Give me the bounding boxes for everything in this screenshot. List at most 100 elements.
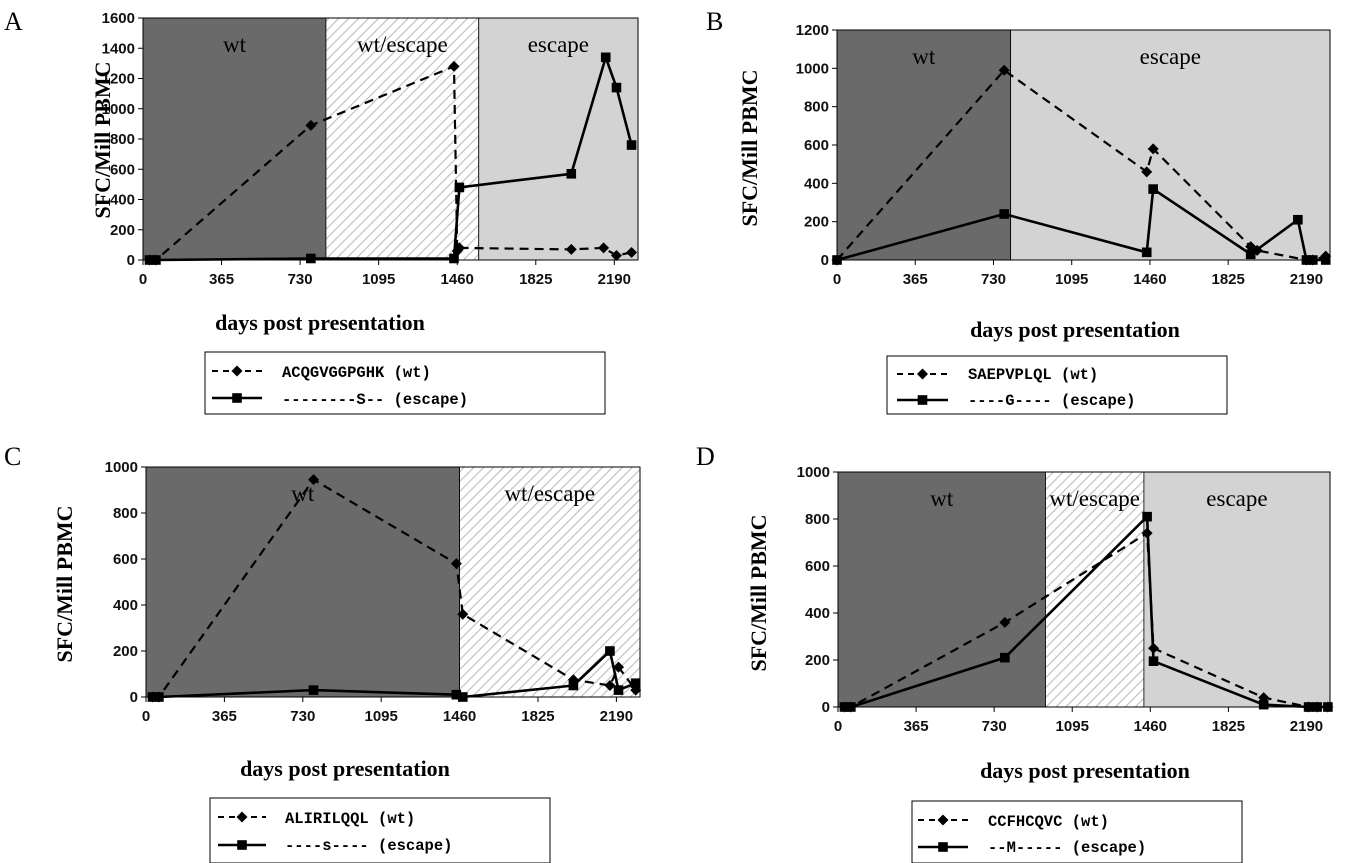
legend-samples-c [218, 811, 266, 850]
legend-box-a [204, 351, 606, 415]
region-label-mixed-a: wt/escape [357, 32, 448, 57]
data-point-wt-c [613, 661, 625, 673]
y-tick-label: 200 [805, 652, 830, 669]
data-point-wt-a [610, 249, 622, 261]
data-point-wt-c [450, 558, 462, 570]
data-point-wt-a [453, 242, 465, 254]
x-tick-label: 1460 [1133, 271, 1166, 288]
plot-frame-c [145, 466, 641, 698]
data-point-escape-a [566, 168, 577, 179]
x-tick-label: 1460 [443, 708, 476, 725]
region-label-wt-a: wt [223, 32, 247, 57]
data-point-escape-c [630, 678, 641, 688]
legend-label-wt-d: CCFHCQVC (wt) [988, 813, 1109, 831]
y-tick-label: 1000 [102, 101, 135, 118]
data-point-escape-d [1323, 702, 1333, 712]
region-wt-a [142, 17, 327, 261]
panel-letter-c: C [4, 442, 21, 471]
data-point-escape-b [1141, 247, 1152, 258]
x-tick-label: 1825 [521, 708, 554, 725]
data-point-wt-a [598, 242, 610, 254]
data-point-wt-a [565, 243, 577, 255]
x-tick-label: 730 [981, 271, 1006, 288]
y-axis-title-d: SFC/Mill PBMC [746, 514, 771, 671]
plot-frame-d [837, 471, 1331, 708]
legend-box-b [886, 355, 1228, 415]
data-point-escape-b [1245, 249, 1256, 260]
panel-letter-a: A [4, 7, 23, 36]
data-point-wt-a [305, 119, 317, 131]
y-tick-label: 0 [822, 699, 830, 716]
data-point-escape-b [1320, 255, 1331, 265]
legend-label-escape-a: --------S-- (escape) [282, 391, 468, 409]
panel-letter-d: D [696, 442, 715, 471]
data-point-escape-c [568, 680, 579, 691]
legend-marker-escape-a [232, 393, 242, 403]
data-point-escape-a [151, 255, 161, 265]
legend-label-escape-c: ----s---- (escape) [285, 837, 452, 855]
data-point-wt-a [448, 60, 460, 72]
x-tick-label: 365 [903, 271, 928, 288]
x-tick-label: 1095 [364, 708, 397, 725]
y-tick-label: 400 [804, 175, 829, 192]
x-tick-label: 1825 [1211, 271, 1244, 288]
region-wt-d [837, 471, 1046, 708]
x-tick-label: 1825 [519, 271, 552, 288]
data-point-escape-d [1258, 699, 1269, 710]
x-tick-label: 1460 [441, 271, 474, 288]
data-point-escape-d [1000, 652, 1010, 663]
data-point-escape-a [306, 253, 316, 264]
x-axis-title-a: days post presentation [215, 310, 425, 335]
data-point-escape-a [600, 52, 611, 63]
data-point-escape-a [611, 82, 622, 93]
x-axis-title-d: days post presentation [980, 758, 1190, 783]
legend-label-wt-c: ALIRILQQL (wt) [285, 810, 415, 828]
y-tick-label: 0 [127, 252, 135, 269]
data-point-escape-d [1148, 656, 1159, 666]
region-label-wt-b: wt [912, 44, 936, 69]
legend-samples-b [897, 368, 948, 405]
y-tick-label: 200 [110, 222, 135, 239]
legend-box-c [209, 797, 551, 863]
y-tick-label: 800 [113, 505, 138, 522]
data-point-escape-a [144, 255, 155, 265]
y-tick-label: 0 [130, 689, 138, 706]
x-tick-label: 730 [290, 708, 315, 725]
x-tick-label: 0 [833, 271, 841, 288]
legend-marker-escape-b [917, 395, 928, 405]
data-point-wt-a [626, 246, 638, 258]
x-tick-label: 1460 [1134, 718, 1167, 735]
data-point-escape-c [613, 685, 624, 695]
y-tick-label: 1000 [797, 464, 830, 481]
y-tick-label: 800 [110, 131, 135, 148]
data-point-escape-c [451, 689, 462, 700]
data-point-wt-b [1147, 143, 1159, 155]
data-point-wt-c [308, 474, 320, 486]
data-point-escape-c [147, 692, 158, 702]
y-tick-label: 400 [805, 605, 830, 622]
region-label-escape-b: escape [1140, 44, 1201, 69]
x-tick-label: 2190 [1290, 271, 1323, 288]
plot-area-d: wt wt/escape escape 0 200 400 600 800 1000 0 365 73… [797, 464, 1334, 735]
y-tick-label: 200 [804, 214, 829, 231]
x-tick-label: 2190 [598, 271, 631, 288]
legend-label-escape-d: --M----- (escape) [988, 839, 1146, 857]
data-point-wt-b [998, 64, 1010, 76]
data-point-wt-c [457, 608, 469, 620]
y-tick-label: 1000 [105, 459, 138, 476]
y-tick-label: 400 [113, 597, 138, 614]
region-mixed-a [325, 17, 480, 261]
y-tick-label: 1200 [102, 71, 135, 88]
y-tick-label: 0 [821, 252, 829, 269]
data-point-escape-d [1303, 702, 1314, 712]
legend-label-escape-b: ----G---- (escape) [968, 392, 1135, 410]
y-tick-label: 600 [110, 161, 135, 178]
data-point-wt-d [999, 616, 1011, 628]
y-tick-label: 600 [804, 137, 829, 154]
x-tick-label: 730 [288, 271, 313, 288]
y-tick-label: 400 [110, 192, 135, 209]
legend-marker-wt-c [236, 811, 248, 823]
